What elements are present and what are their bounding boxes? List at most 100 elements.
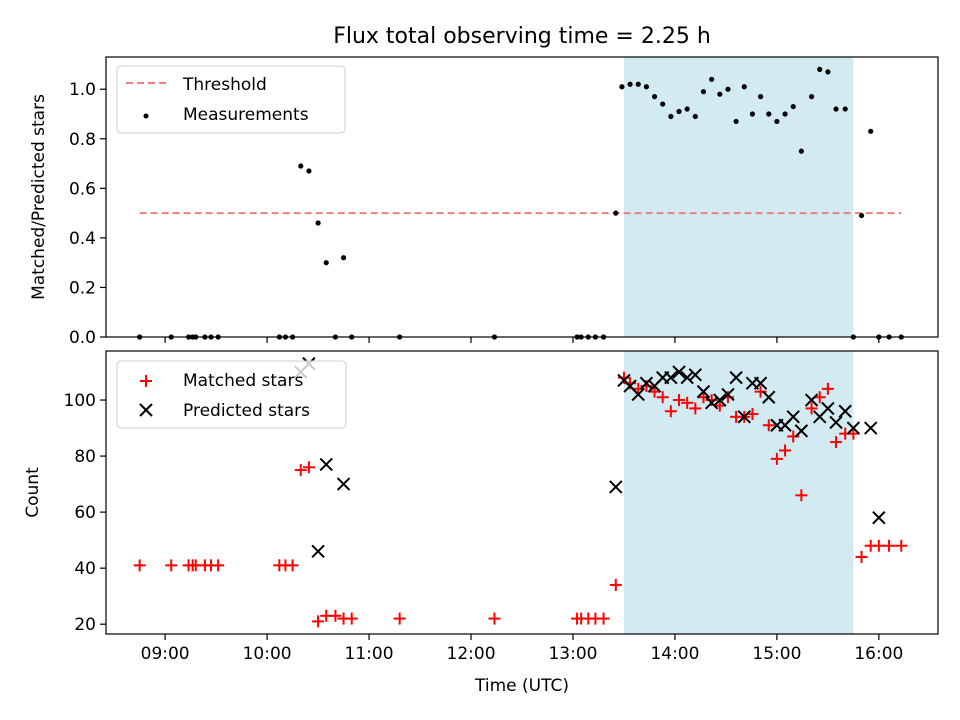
predicted-star-marker (804, 393, 819, 407)
predicted-star-marker (609, 480, 623, 494)
predicted-star-marker (762, 390, 776, 404)
measurement-point (833, 106, 839, 112)
count-legend: Matched stars Predicted stars (116, 360, 347, 429)
ratio-y-axis-label: Matched/Predicted stars (29, 94, 49, 300)
measurement-point (717, 91, 723, 97)
ratio-y-tick-label: 0.8 (69, 130, 96, 150)
predicted-stars-series (294, 356, 886, 559)
measurement-point (676, 108, 682, 115)
matched-star-marker (393, 612, 406, 625)
predicted-star-marker (838, 404, 852, 418)
predicted-star-marker (753, 376, 768, 390)
legend-measurements-swatch (143, 113, 149, 119)
matched-star-marker (830, 436, 843, 449)
matched-star-marker (286, 559, 299, 572)
ratio-legend: Threshold Measurements (116, 65, 346, 134)
predicted-star-marker (688, 368, 703, 382)
measurement-point (700, 89, 707, 95)
time-x-tick-label: 15:00 (752, 644, 801, 664)
matched-star-marker (302, 461, 315, 474)
count-legend-box (116, 360, 347, 429)
measurement-point (774, 118, 780, 125)
predicted-star-marker (821, 401, 835, 416)
count-y-tick-label: 40 (74, 559, 96, 579)
measurement-point (757, 94, 764, 100)
measurements-series (137, 66, 904, 340)
matched-star-marker (294, 464, 307, 477)
count-panel-frame (105, 350, 939, 635)
ratio-y-axis-ticks: 0.0 0.2 0.4 0.6 0.8 1.0 (69, 80, 106, 348)
time-x-tick-label: 09:00 (141, 644, 190, 664)
measurement-point (643, 84, 649, 90)
count-y-axis-ticks: 20 40 60 80 100 (64, 391, 106, 635)
matched-star-marker (133, 559, 146, 572)
ratio-panel-frame (105, 56, 939, 338)
ratio-y-tick-label: 1.0 (69, 80, 96, 100)
x-axis-label: Time (UTC) (474, 676, 569, 696)
time-x-tick-label: 11:00 (345, 644, 394, 664)
predicted-star-marker (311, 544, 325, 559)
predicted-star-marker (737, 410, 751, 424)
measurement-point (798, 148, 804, 154)
measurement-point (613, 210, 619, 216)
predicted-star-marker (631, 387, 645, 402)
matched-star-marker (779, 444, 792, 457)
matched-star-marker (345, 612, 358, 625)
matched-star-marker (664, 405, 677, 418)
measurement-point (725, 86, 731, 92)
measurement-point (692, 113, 698, 120)
count-y-axis-label: Count (23, 467, 43, 518)
matched-star-marker (656, 391, 669, 404)
matched-star-marker (673, 394, 686, 407)
measurement-point (741, 84, 747, 90)
measurement-point (635, 81, 641, 87)
matched-star-marker (855, 550, 868, 563)
predicted-star-marker (680, 370, 694, 385)
matched-star-marker (895, 539, 908, 552)
matched-star-marker (697, 391, 710, 404)
chart-title: Flux total observing time = 2.25 h (333, 24, 711, 49)
matched-star-marker (805, 402, 818, 415)
count-y-tick-label: 100 (64, 391, 96, 411)
measurement-point (790, 103, 796, 110)
measurement-point (825, 69, 831, 75)
predicted-star-marker (704, 396, 719, 410)
legend-predicted-label: Predicted stars (183, 401, 310, 421)
count-panel: 20 40 60 80 100 09:00 10:00 11:00 12:00 13:00 14:… (23, 350, 939, 696)
matched-star-marker (787, 430, 800, 443)
ratio-x-axis-ticks (164, 337, 880, 343)
predicted-star-marker (336, 477, 351, 491)
time-x-axis-ticks: 09:00 10:00 11:00 12:00 13:00 14:00 15:00 16:00 (141, 634, 903, 664)
legend-threshold-label: Threshold (182, 75, 267, 95)
predicted-star-marker (872, 511, 886, 525)
predicted-star-marker (863, 421, 878, 435)
predicted-star-marker (696, 384, 711, 399)
matched-star-marker (795, 489, 808, 502)
measurement-point (340, 255, 347, 261)
ratio-shade-rect (623, 57, 854, 337)
legend-measurements-label: Measurements (183, 105, 309, 125)
legend-predicted-swatch (139, 403, 153, 417)
matched-star-marker (329, 609, 342, 622)
matched-star-marker (883, 539, 896, 552)
measurement-point (808, 94, 815, 100)
measurement-point (766, 111, 772, 117)
ratio-y-tick-label: 0.4 (69, 229, 96, 249)
predicted-star-marker (319, 457, 333, 472)
matched-star-marker (754, 385, 767, 398)
predicted-star-marker (672, 365, 686, 379)
measurement-point (709, 76, 715, 82)
matched-star-marker (597, 612, 610, 625)
ratio-y-tick-label: 0.2 (69, 278, 96, 298)
matched-star-marker (165, 559, 178, 572)
measurement-point (323, 260, 329, 266)
predicted-star-marker (664, 370, 678, 385)
time-x-tick-label: 10:00 (243, 644, 292, 664)
count-y-tick-label: 80 (74, 447, 96, 467)
predicted-star-marker (713, 393, 727, 407)
time-x-tick-label: 14:00 (650, 644, 699, 664)
measurement-point (749, 111, 756, 117)
measurement-point (868, 128, 874, 134)
measurement-point (858, 212, 865, 219)
